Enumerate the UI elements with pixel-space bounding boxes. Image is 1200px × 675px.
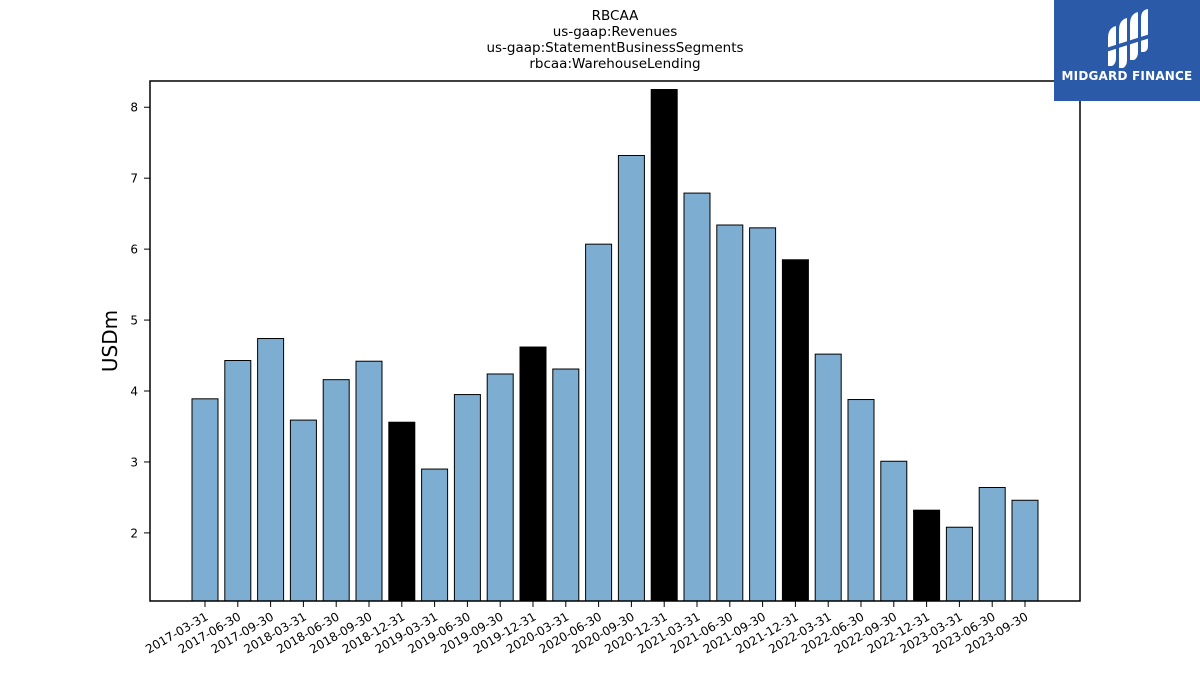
bar-2021-12-31 — [781, 259, 809, 602]
bar-2019-06-30 — [453, 394, 481, 602]
bar-2021-03-31 — [683, 192, 711, 602]
logo-text: MIDGARD FINANCE — [1061, 69, 1193, 83]
bar-2019-03-31 — [421, 468, 449, 602]
y-tick-label: 4 — [130, 385, 138, 399]
y-tick-label: 8 — [130, 101, 138, 115]
y-axis: 2 3 4 5 6 7 8 — [130, 101, 150, 540]
bar-2022-06-30 — [847, 399, 875, 602]
bar-2017-06-30 — [224, 360, 252, 602]
chart-title-line: RBCAA — [592, 8, 639, 24]
bar-2017-09-30 — [257, 338, 285, 602]
bar-2018-12-31 — [388, 421, 416, 602]
chart-title-line: rbcaa:WarehouseLending — [529, 56, 700, 72]
bar-2023-09-30 — [1011, 499, 1039, 602]
bar-2021-06-30 — [716, 224, 744, 602]
chart-title-line: us-gaap:StatementBusinessSegments — [486, 40, 743, 56]
midgard-logo-icon — [1106, 9, 1150, 68]
bar-2017-03-31 — [191, 398, 219, 602]
bars-group — [191, 89, 1039, 602]
bar-2018-03-31 — [289, 419, 317, 602]
y-tick-label: 6 — [130, 243, 138, 257]
bar-2019-12-31 — [519, 346, 547, 602]
bar-2022-12-31 — [913, 509, 941, 602]
bar-2023-03-31 — [945, 526, 973, 602]
bar-2022-03-31 — [814, 353, 842, 602]
y-tick-label: 2 — [130, 526, 138, 540]
plot-frame — [149, 80, 1081, 602]
bar-2018-06-30 — [322, 379, 350, 602]
bar-2021-09-30 — [749, 227, 777, 602]
chart-title: RBCAAus-gaap:Revenuesus-gaap:StatementBu… — [486, 8, 743, 72]
y-tick-label: 7 — [130, 172, 138, 186]
chart-title-line: us-gaap:Revenues — [553, 24, 678, 40]
bar-2020-03-31 — [552, 368, 580, 602]
y-tick-label: 3 — [130, 455, 138, 469]
bar-2020-12-31 — [650, 89, 678, 602]
x-axis: 2017-03-312017-06-302017-09-302018-03-31… — [143, 601, 1031, 656]
y-axis-label: USDm — [98, 310, 122, 372]
bar-2023-06-30 — [978, 486, 1006, 602]
brand-logo: MIDGARD FINANCE — [1054, 0, 1200, 101]
bar-2020-09-30 — [617, 154, 645, 602]
bar-2022-09-30 — [880, 460, 908, 602]
bar-2020-06-30 — [585, 243, 613, 602]
bar-2018-09-30 — [355, 360, 383, 602]
y-tick-label: 5 — [130, 314, 138, 328]
bar-2019-09-30 — [486, 373, 514, 602]
